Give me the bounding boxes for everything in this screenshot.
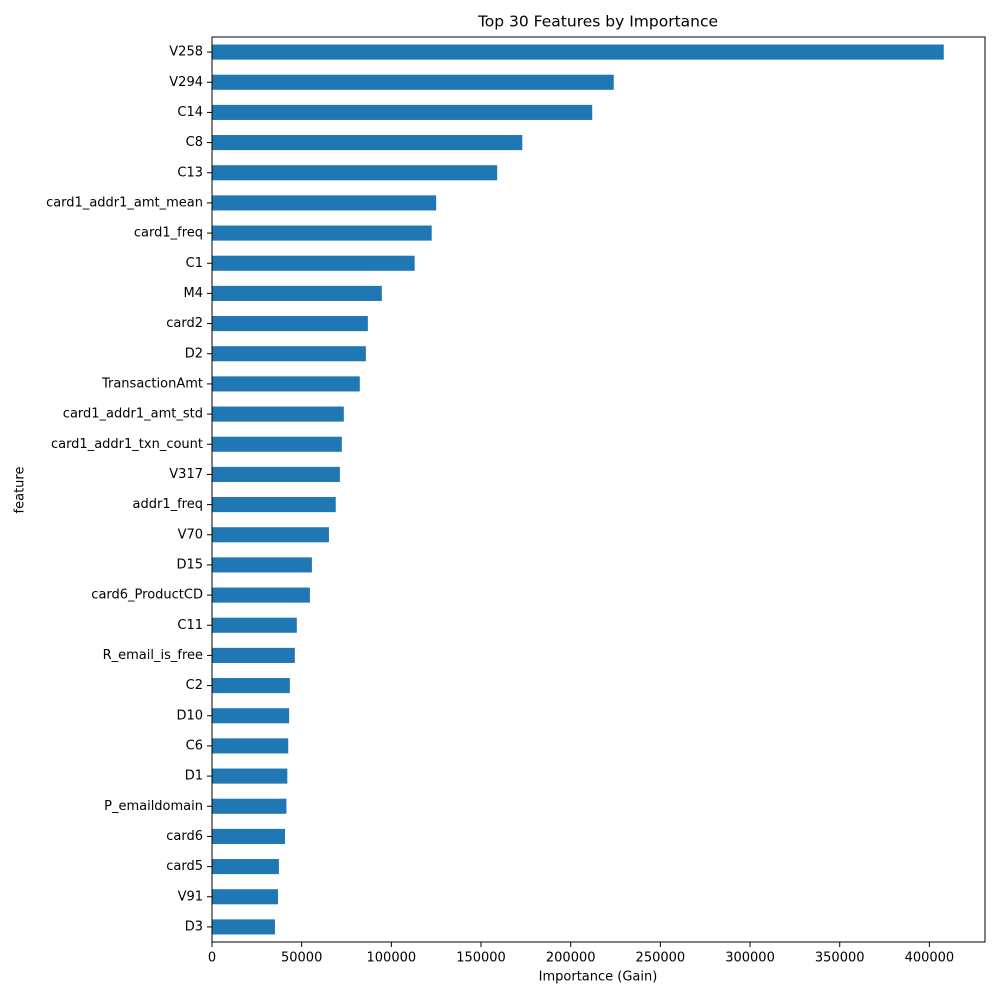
bar (212, 587, 310, 603)
bar (212, 889, 279, 905)
y-tick-label: card2 (166, 316, 203, 331)
bar (212, 527, 329, 543)
y-tick-label: V294 (169, 75, 203, 90)
y-tick-label: R_email_is_free (103, 648, 203, 663)
bar (212, 285, 382, 301)
x-tick-label: 300000 (725, 951, 775, 966)
bar (212, 647, 295, 663)
y-tick-label: card5 (166, 859, 203, 874)
bar (212, 436, 342, 452)
y-tick-label: C11 (177, 618, 203, 633)
bar (212, 195, 437, 211)
chart-title: Top 30 Features by Importance (477, 13, 718, 31)
bar (212, 738, 289, 754)
y-tick-label: card1_addr1_amt_mean (46, 195, 203, 210)
x-tick-label: 150000 (456, 951, 506, 966)
y-tick-label: C2 (186, 678, 203, 693)
x-axis-label: Importance (Gain) (539, 970, 658, 985)
x-tick-label: 50000 (281, 951, 322, 966)
bar (212, 859, 279, 875)
bar (212, 828, 285, 844)
bar (212, 316, 368, 332)
y-tick-label: D10 (176, 708, 203, 723)
y-tick-label: C14 (177, 105, 203, 120)
bar (212, 44, 944, 60)
y-tick-label: C6 (186, 738, 203, 753)
y-tick-label: C13 (177, 165, 203, 180)
y-tick-label: card1_freq (134, 226, 203, 241)
bar (212, 557, 312, 573)
y-axis-label: feature (13, 467, 28, 514)
bar (212, 708, 290, 724)
bar (212, 135, 523, 151)
bar (212, 104, 593, 120)
bar (212, 919, 275, 935)
y-tick-label: C1 (186, 256, 203, 271)
y-tick-label: D2 (185, 346, 203, 361)
y-tick-label: card6_ProductCD (91, 588, 203, 603)
bar (212, 376, 360, 392)
y-tick-label: V317 (169, 467, 203, 482)
plot-frame (211, 36, 986, 943)
bar (212, 346, 366, 362)
x-tick-label: 400000 (905, 951, 955, 966)
y-tick-label: V70 (178, 527, 203, 542)
x-tick-label: 250000 (636, 951, 686, 966)
y-tick-label: V91 (178, 889, 203, 904)
bar (212, 768, 288, 784)
y-tick-label: D15 (176, 557, 203, 572)
y-tick-label: card1_addr1_txn_count (51, 437, 203, 452)
bar (212, 255, 415, 271)
bar (212, 406, 344, 422)
x-tick-label: 100000 (367, 951, 417, 966)
bar (212, 165, 498, 181)
y-tick-label: M4 (184, 286, 204, 301)
y-tick-label: D3 (185, 919, 203, 934)
x-tick-label: 350000 (815, 951, 865, 966)
y-tick-label: V258 (169, 45, 203, 60)
x-tick-label: 200000 (546, 951, 596, 966)
bar (212, 678, 290, 694)
bar (212, 225, 432, 241)
bar (212, 74, 614, 90)
y-tick-label: TransactionAmt (101, 376, 203, 391)
y-tick-label: D1 (185, 769, 203, 784)
x-tick-label: 0 (208, 951, 216, 966)
bar (212, 617, 297, 633)
y-tick-label: C8 (186, 135, 203, 150)
y-tick-label: P_emaildomain (104, 799, 203, 814)
bar (212, 497, 336, 513)
bar (212, 466, 340, 482)
y-tick-label: card1_addr1_amt_std (63, 407, 203, 422)
bar (212, 798, 287, 814)
y-tick-label: addr1_freq (133, 497, 203, 512)
y-tick-label: card6 (166, 829, 203, 844)
